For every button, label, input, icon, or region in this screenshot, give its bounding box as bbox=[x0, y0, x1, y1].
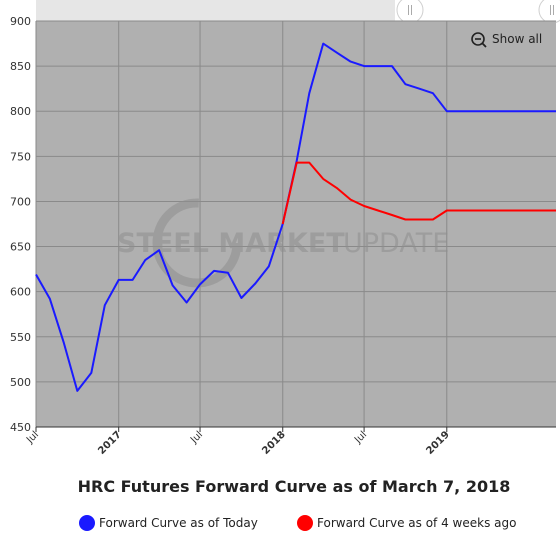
legend-item-4-weeks-ago[interactable]: Forward Curve as of 4 weeks ago bbox=[297, 515, 516, 531]
legend-item-today[interactable]: Forward Curve as of Today bbox=[79, 515, 258, 531]
y-tick-label: 800 bbox=[10, 105, 31, 118]
x-tick-label: 2018 bbox=[260, 429, 287, 456]
y-tick-label: 550 bbox=[10, 331, 31, 344]
series-line-1[interactable] bbox=[281, 161, 556, 225]
y-axis-ticks: 450 500 550 600 650 700 750 800 850 900 bbox=[10, 15, 31, 434]
legend-label-4-weeks-ago: Forward Curve as of 4 weeks ago bbox=[317, 516, 516, 530]
watermark-logo: STEEL MARKET UPDATE bbox=[117, 198, 449, 288]
grip-lines-icon bbox=[408, 5, 412, 15]
x-tick-label: Jul bbox=[352, 429, 369, 446]
y-tick-label: 650 bbox=[10, 241, 31, 254]
y-tick-label: 500 bbox=[10, 376, 31, 389]
y-tick-label: 600 bbox=[10, 286, 31, 299]
x-tick-label: Jul bbox=[188, 429, 205, 446]
legend-swatch-4-weeks-ago bbox=[297, 515, 313, 531]
legend-swatch-today bbox=[79, 515, 95, 531]
y-tick-label: 450 bbox=[10, 421, 31, 434]
y-tick-label: 850 bbox=[10, 60, 31, 73]
grip-lines-icon bbox=[550, 5, 554, 15]
x-tick-label: 2017 bbox=[96, 429, 123, 456]
y-tick-label: 700 bbox=[10, 195, 31, 208]
y-tick-label: 750 bbox=[10, 150, 31, 163]
watermark-brand-light: UPDATE bbox=[343, 228, 449, 259]
series-lines bbox=[35, 42, 556, 392]
legend-label-today: Forward Curve as of Today bbox=[99, 516, 258, 530]
range-navigator-unselected bbox=[395, 0, 560, 21]
show-all-button[interactable]: Show all bbox=[468, 30, 548, 48]
chart-title: HRC Futures Forward Curve as of March 7,… bbox=[78, 477, 511, 496]
x-axis-ticks: Jul 2017 Jul 2018 Jul 2019 bbox=[24, 427, 452, 457]
series-line-0[interactable] bbox=[35, 42, 556, 392]
watermark-brand-bold: STEEL MARKET bbox=[117, 228, 345, 259]
zoom-out-icon bbox=[471, 32, 487, 48]
legend: Forward Curve as of Today Forward Curve … bbox=[79, 515, 516, 531]
plot-area bbox=[36, 21, 556, 427]
x-tick-label: 2019 bbox=[424, 429, 451, 456]
y-tick-label: 900 bbox=[10, 15, 31, 28]
navigator-handle-left[interactable] bbox=[396, 0, 424, 24]
show-all-label: Show all bbox=[492, 32, 542, 46]
